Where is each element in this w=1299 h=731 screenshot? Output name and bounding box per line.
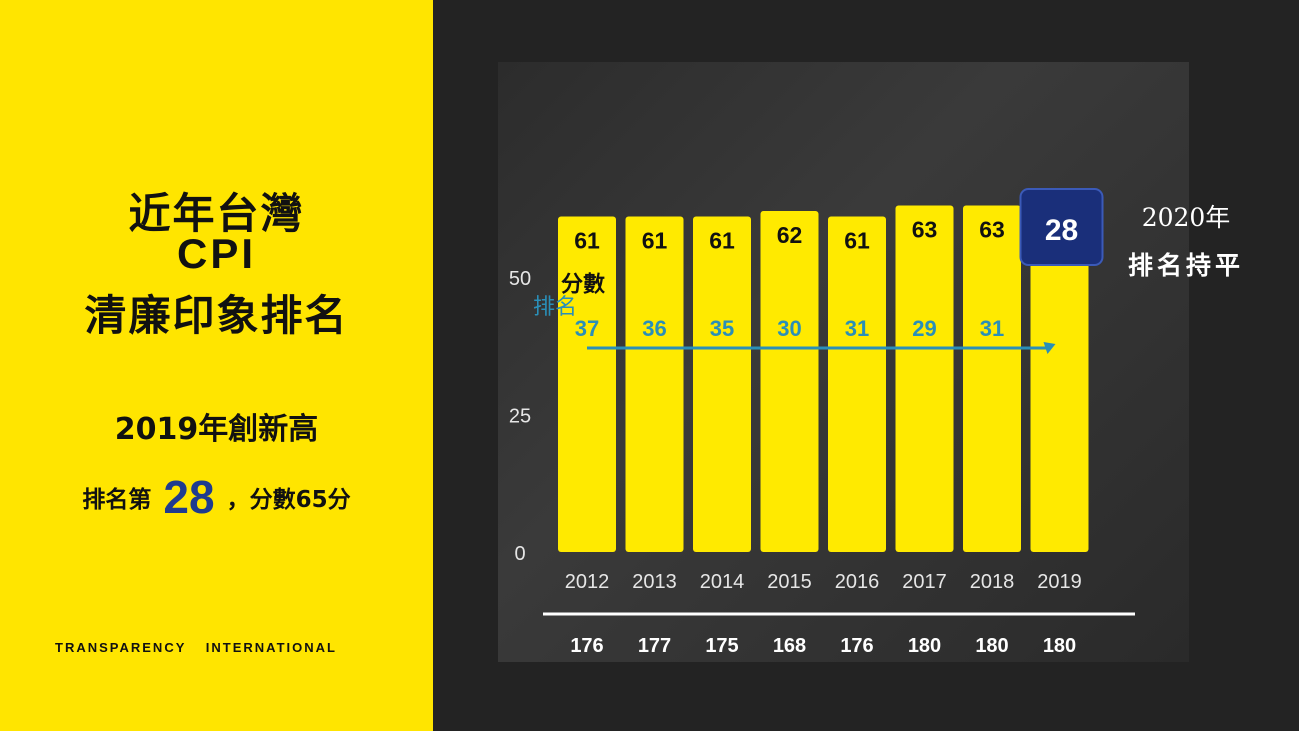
rank-value-label: 35 — [710, 316, 734, 341]
x-tick-label: 2016 — [835, 571, 880, 593]
score-bar — [895, 205, 954, 552]
x-tick-label: 2018 — [970, 571, 1015, 593]
subtitle-line-2: 排名第 28 ，分數65分 — [0, 470, 433, 524]
total-countries-label: 180 — [1043, 635, 1076, 657]
title-line-3: 清廉印象排名 — [84, 291, 349, 340]
organization-label: TRANSPARENCY INTERNATIONAL — [55, 640, 337, 655]
score-value-label: 62 — [777, 222, 803, 248]
total-countries-label: 177 — [638, 635, 671, 657]
x-tick-label: 2014 — [700, 571, 745, 593]
rank-value-label: 29 — [912, 316, 936, 341]
y-tick-label: 50 — [509, 268, 531, 290]
score-bar — [760, 211, 819, 552]
subtitle-rank-number: 28 — [163, 471, 215, 523]
score-value-label: 61 — [844, 228, 870, 254]
score-bar — [828, 216, 886, 552]
rank-series-label: 排名 — [533, 295, 577, 320]
rank-value-label: 30 — [777, 316, 801, 341]
rank-value-label: 37 — [575, 316, 599, 341]
total-countries-label: 175 — [705, 635, 738, 657]
rank-line-arrowhead — [1043, 342, 1056, 354]
score-value-label: 61 — [709, 228, 735, 254]
cpi-chart: 0 25 50 61 2012 176 61 2013 177 61 2014 175 62 2015 16… — [509, 188, 1135, 657]
chart-panel: 0 25 50 61 2012 176 61 2013 177 61 2014 175 62 2015 16… — [498, 62, 1189, 662]
rank-value-label: 31 — [980, 316, 1004, 341]
x-tick-label: 2019 — [1037, 571, 1082, 593]
x-tick-label: 2013 — [632, 571, 677, 593]
rank-value-label: 36 — [642, 316, 666, 341]
total-countries-label: 176 — [840, 635, 873, 657]
subtitle-suffix: ，分數65分 — [226, 487, 351, 513]
score-bar — [963, 205, 1021, 552]
title-line-2: CPI — [176, 230, 256, 277]
score-series-label: 分數 — [561, 273, 605, 298]
y-tick-label: 0 — [514, 543, 525, 565]
left-panel: 近年台灣 CPI 清廉印象排名 2019年創新高 排名第 28 ，分數65分 T… — [0, 0, 433, 731]
score-value-label: 61 — [574, 228, 600, 254]
total-countries-label: 168 — [773, 635, 806, 657]
subtitle-prefix: 排名第 — [82, 487, 152, 513]
title-line-1: 近年台灣 — [128, 189, 305, 238]
total-countries-label: 180 — [975, 635, 1008, 657]
score-value-label: 63 — [979, 217, 1005, 243]
score-bar — [693, 216, 751, 552]
x-tick-label: 2017 — [902, 571, 947, 593]
total-countries-label: 180 — [908, 635, 941, 657]
y-tick-label: 25 — [509, 406, 531, 428]
callout: 2020年 排名持平 — [1128, 198, 1244, 282]
total-countries-label: 176 — [570, 635, 603, 657]
score-bar — [1030, 194, 1089, 552]
highlight-rank-value: 28 — [1045, 214, 1078, 247]
x-tick-label: 2015 — [767, 571, 812, 593]
callout-year: 2020年 — [1141, 203, 1231, 232]
callout-text: 排名持平 — [1128, 251, 1245, 280]
score-value-label: 61 — [642, 228, 668, 254]
score-bar — [558, 216, 616, 552]
score-value-label: 63 — [912, 217, 938, 243]
subtitle-line-1: 2019年創新高 — [114, 412, 319, 447]
rank-value-label: 31 — [845, 316, 869, 341]
highlight-rank-box — [1019, 188, 1104, 266]
x-tick-label: 2012 — [565, 571, 610, 593]
score-bar — [625, 216, 684, 552]
